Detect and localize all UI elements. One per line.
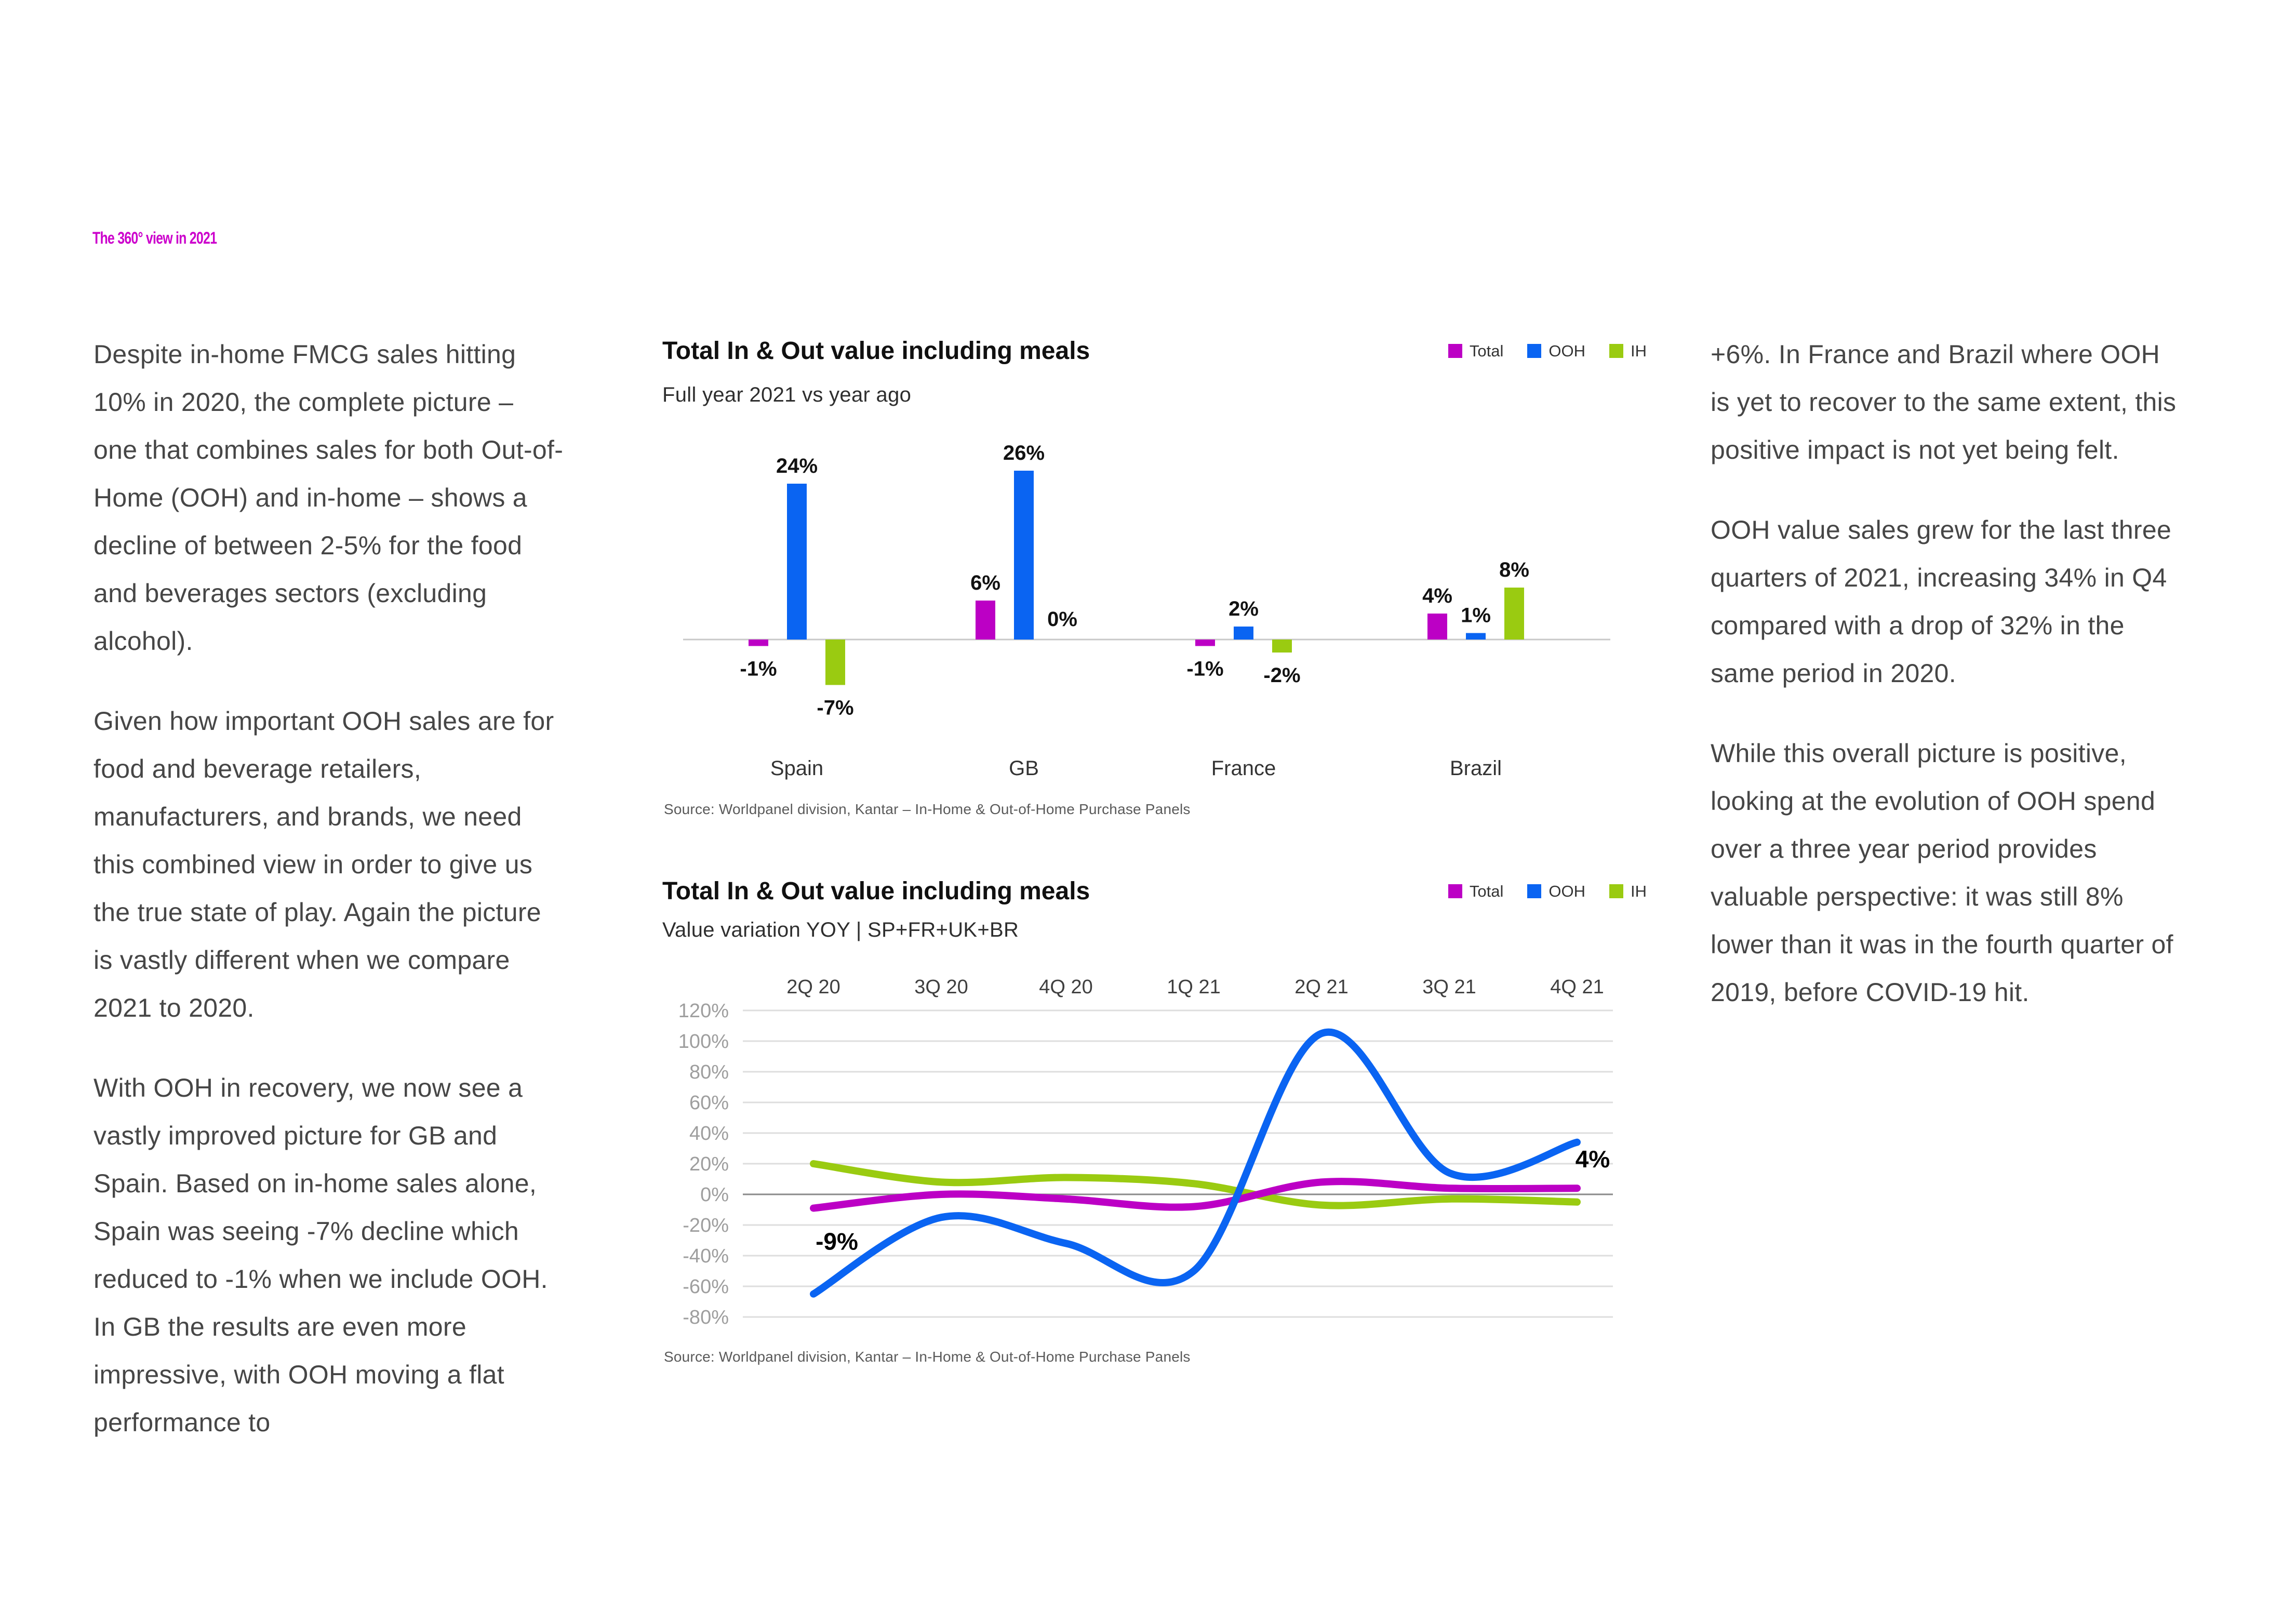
ooh-swatch-icon [1527,344,1542,358]
bar-category-label: GB [1009,757,1039,780]
y-axis-label: 100% [678,1031,729,1053]
ooh-swatch-icon [1527,884,1542,898]
series-line-ooh [810,1028,1581,1298]
line-chart-source: Source: Worldpanel division, Kantar – In… [664,1349,1191,1365]
right-column: +6%. In France and Brazil where OOH is y… [1711,330,2181,1048]
bar-value-label: 26% [1003,442,1045,464]
x-axis-label: 3Q 21 [1422,976,1476,998]
y-axis-label: -20% [683,1215,729,1236]
bar-value-label: 4% [1422,584,1452,607]
bar-value-label: -2% [1263,664,1300,687]
ih-swatch-icon [1609,344,1623,358]
body-paragraph: Despite in-home FMCG sales hitting 10% i… [94,340,564,656]
legend-label: IH [1631,341,1647,360]
legend-label: IH [1631,882,1647,900]
legend-item-total: Total [1448,342,1503,361]
legend-item-ooh: OOH [1527,342,1585,361]
y-axis-label: 120% [678,1000,729,1022]
bar-category-label: Brazil [1450,757,1502,780]
bar-chart-source: Source: Worldpanel division, Kantar – In… [664,801,1191,817]
line-chart-legend: Total OOH IH [1448,882,1647,901]
x-axis-label: 3Q 20 [914,976,968,998]
line-chart-subtitle: Value variation YOY | SP+FR+UK+BR [662,919,1019,941]
series-line-total [810,1178,1581,1212]
bar-chart-legend: Total OOH IH [1448,342,1647,361]
bar-chart-subtitle: Full year 2021 vs year ago [662,383,912,406]
legend-item-ih: IH [1609,342,1647,361]
x-axis-label: 2Q 20 [786,976,840,998]
line-chart-header: Total In & Out value including meals Tot… [662,877,1647,906]
line-chart-title: Total In & Out value including meals [662,877,1090,905]
bar-chart-title: Total In & Out value including meals [662,337,1090,365]
y-axis-label: 0% [700,1184,729,1206]
ih-swatch-icon [1609,884,1623,898]
body-paragraph: While this overall picture is positive, … [1711,739,2173,1007]
body-paragraph: Given how important OOH sales are for fo… [94,707,554,1022]
total-swatch-icon [1448,884,1462,898]
line-chart: 2Q 20 3Q 20 4Q 20 1Q 21 2Q 21 3Q 21 4Q 21 120% 1… [678,976,1613,1328]
legend-label: OOH [1549,341,1585,360]
bar-value-label: 6% [970,571,1000,594]
page-title: The 360° view in 2021 [92,229,217,247]
x-axis-label: 1Q 21 [1167,976,1221,998]
bar-value-label: 1% [1461,604,1491,627]
y-axis-label: 80% [689,1061,729,1083]
y-axis-label: 20% [689,1153,729,1175]
bar-value-label: -1% [740,658,777,681]
left-column: Despite in-home FMCG sales hitting 10% i… [94,330,564,1479]
bar-category-label: France [1211,757,1276,780]
legend-item-total: Total [1448,882,1503,901]
bar-value-label: -1% [1186,658,1223,681]
data-point-label: -9% [816,1228,858,1255]
bar-value-label: -7% [817,697,853,720]
legend-label: Total [1469,882,1504,900]
body-paragraph: +6%. In France and Brazil where OOH is y… [1711,340,2177,464]
bar-value-label: 2% [1229,597,1259,620]
data-point-label: 4% [1576,1146,1610,1173]
y-axis-label: 60% [689,1092,729,1114]
x-axis-label: 4Q 20 [1039,976,1093,998]
body-paragraph: With OOH in recovery, we now see a vastl… [94,1073,548,1437]
y-axis-label: -60% [683,1276,729,1298]
x-axis-label: 2Q 21 [1294,976,1349,998]
x-axis-label: 4Q 21 [1550,976,1604,998]
bar-value-label: 0% [1047,608,1077,631]
bar-category-label: Spain [770,757,823,780]
total-swatch-icon [1448,344,1462,358]
legend-item-ih: IH [1609,882,1647,901]
legend-label: Total [1469,341,1504,360]
y-axis-label: 40% [689,1123,729,1144]
body-paragraph: OOH value sales grew for the last three … [1711,515,2172,688]
bar-value-label: 24% [776,455,818,477]
bar-chart: -1% 24% -7% Spain 6% 26% 0% GB -1% 2% -2% France 4% 1… [683,442,1610,780]
bar-chart-header: Total In & Out value including meals Tot… [662,337,1647,365]
y-axis-label: -40% [683,1245,729,1267]
y-axis-label: -80% [683,1307,729,1328]
legend-label: OOH [1549,882,1585,900]
bar-value-label: 8% [1499,558,1529,581]
series-line-ih [810,1160,1581,1209]
legend-item-ooh: OOH [1527,882,1585,901]
